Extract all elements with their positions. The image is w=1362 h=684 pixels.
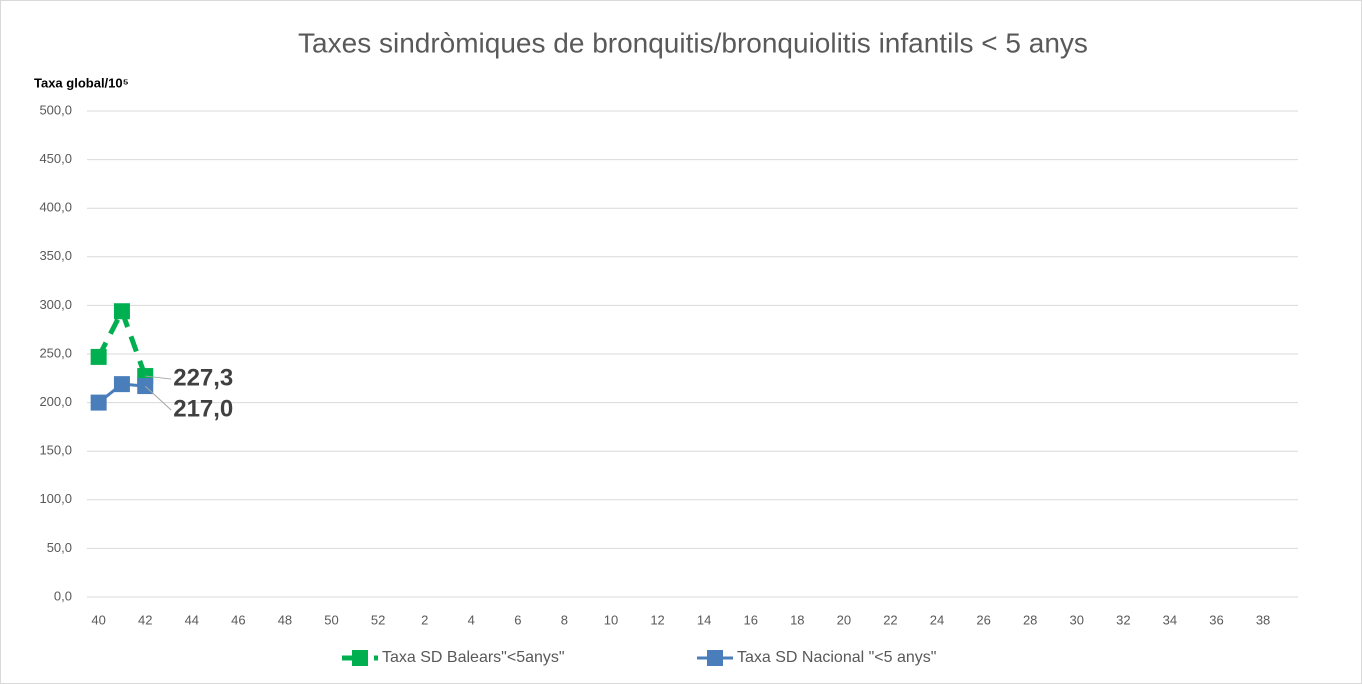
label-leader [144, 385, 172, 411]
series-marker [113, 376, 130, 393]
x-tick-label: 32 [1116, 612, 1130, 627]
y-tick-label: 300,0 [39, 297, 72, 312]
x-tick-label: 46 [231, 612, 245, 627]
y-tick-label: 200,0 [39, 394, 72, 409]
x-tick-label: 4 [468, 612, 475, 627]
legend-marker [707, 650, 723, 666]
data-label: 217,0 [173, 395, 233, 422]
y-tick-label: 400,0 [39, 200, 72, 215]
legend-label: Taxa SD Nacional "<5 anys" [737, 649, 936, 666]
x-tick-label: 34 [1163, 612, 1177, 627]
x-tick-label: 36 [1209, 612, 1223, 627]
x-tick-label: 52 [371, 612, 385, 627]
x-tick-label: 8 [561, 612, 568, 627]
y-tick-label: 450,0 [39, 151, 72, 166]
x-tick-label: 16 [743, 612, 757, 627]
x-tick-label: 22 [883, 612, 897, 627]
x-tick-label: 2 [421, 612, 428, 627]
y-tick-label: 150,0 [39, 443, 72, 458]
x-tick-label: 10 [604, 612, 618, 627]
series-marker [90, 394, 107, 411]
y-tick-label: 500,0 [39, 102, 72, 117]
chart-title: Taxes sindròmiques de bronquitis/bronqui… [298, 27, 1088, 58]
x-tick-label: 50 [324, 612, 338, 627]
x-tick-label: 24 [930, 612, 944, 627]
data-label: 227,3 [173, 364, 233, 391]
y-tick-label: 250,0 [39, 345, 72, 360]
series-marker [113, 303, 130, 320]
y-tick-label: 50,0 [47, 540, 72, 555]
legend-label: Taxa SD Balears"<5anys" [382, 649, 565, 666]
x-tick-label: 48 [278, 612, 292, 627]
x-tick-label: 44 [185, 612, 199, 627]
series-marker [90, 348, 107, 365]
legend-marker [352, 650, 368, 666]
x-tick-label: 38 [1256, 612, 1270, 627]
y-axis-title: Taxa global/10⁵ [34, 75, 129, 90]
x-tick-label: 28 [1023, 612, 1037, 627]
x-tick-label: 42 [138, 612, 152, 627]
x-tick-label: 20 [837, 612, 851, 627]
x-tick-label: 12 [650, 612, 664, 627]
x-tick-label: 26 [976, 612, 990, 627]
x-tick-label: 18 [790, 612, 804, 627]
y-tick-label: 100,0 [39, 491, 72, 506]
y-tick-label: 0,0 [54, 588, 72, 603]
label-leader [145, 375, 172, 380]
x-tick-label: 6 [514, 612, 521, 627]
x-tick-label: 40 [91, 612, 105, 627]
y-tick-label: 350,0 [39, 248, 72, 263]
x-tick-label: 14 [697, 612, 711, 627]
x-tick-label: 30 [1070, 612, 1084, 627]
